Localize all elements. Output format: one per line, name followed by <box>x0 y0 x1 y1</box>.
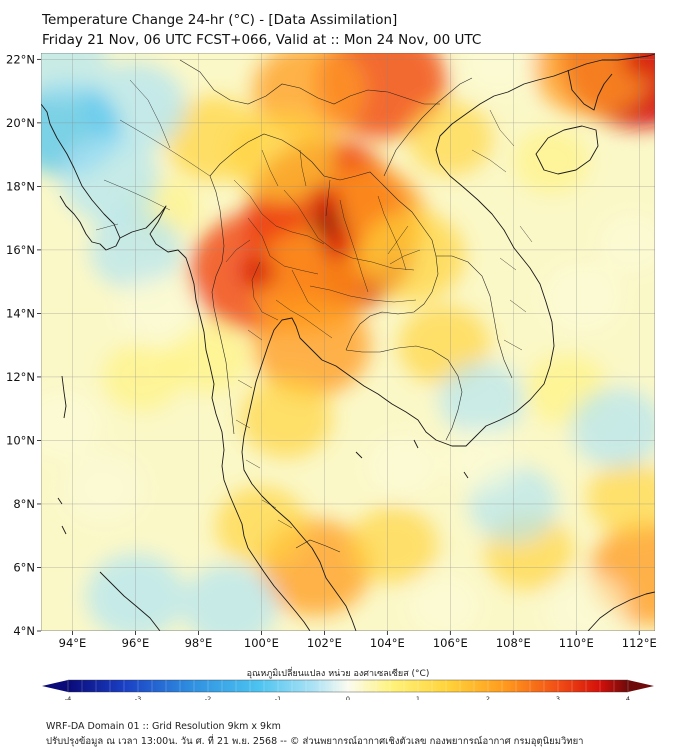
plot-area <box>41 53 655 631</box>
anomaly-blob <box>349 506 439 584</box>
colorbar-tick-label: -2 <box>205 695 211 700</box>
myanmar-state-lines <box>95 79 211 231</box>
myanmar-thailand-border <box>209 175 235 435</box>
lat-tick-label: 14°N <box>6 306 35 320</box>
anomaly-blob <box>598 213 655 274</box>
borneo-coast <box>587 591 655 631</box>
sumatra-coast <box>99 571 161 631</box>
footer-credit: ปรับปรุงข้อมูล ณ เวลา 13:00น. วัน ศ. ที่… <box>46 736 584 747</box>
gulf-west-coast <box>241 317 357 631</box>
anomaly-blob <box>544 572 627 631</box>
vietnam-province-lines <box>471 109 533 351</box>
malay-west-coast <box>247 547 311 631</box>
anomaly-blob <box>366 434 440 498</box>
anomaly-blob <box>407 574 481 631</box>
colorbar-tick-label: 1 <box>416 695 420 700</box>
malaysia-border <box>295 539 341 553</box>
lon-tick-label: 102°E <box>307 636 342 650</box>
lon-tick-label: 100°E <box>244 636 279 650</box>
anomaly-blob <box>41 390 103 459</box>
china-border <box>179 59 440 105</box>
anomaly-core <box>320 225 353 262</box>
anomaly-blob <box>533 53 651 117</box>
anomaly-blob <box>41 53 108 98</box>
colorbar-left-arrow <box>42 680 68 692</box>
colorbar-label: อุณหภูมิเปลี่ยนแปลง หน่วย องศาเซลเซียส (… <box>246 669 430 679</box>
lat-tick-label: 16°N <box>6 243 35 257</box>
laos-vietnam-border <box>383 77 513 379</box>
colorbar: -4 -3 -2 -1 0 1 2 3 4 <box>42 679 654 700</box>
lon-tick-label: 106°E <box>433 636 468 650</box>
temperature-change-map: 22°N 20°N 18°N 16°N 14°N 12°N 10°N 8°N 6°N 4°N 94°… <box>6 52 657 700</box>
anomaly-blob <box>587 460 655 535</box>
nicobar-islands <box>57 497 67 535</box>
colorbar-tick-label: 4 <box>626 695 630 700</box>
cambodia-border <box>345 345 463 441</box>
lat-tick-label: 20°N <box>6 116 35 130</box>
province-lines <box>225 149 421 529</box>
anomaly-field <box>41 53 655 631</box>
anomaly-blob <box>461 53 534 95</box>
coastlines-and-borders <box>41 53 655 631</box>
colorbar-tick-label: -1 <box>275 695 281 700</box>
anomaly-blob <box>513 127 590 194</box>
lon-tick-label: 94°E <box>59 636 87 650</box>
lon-tick-label: 104°E <box>370 636 405 650</box>
colorbar-ticks: -4 -3 -2 -1 0 1 2 3 4 <box>65 695 630 700</box>
lat-tick-label: 10°N <box>6 433 35 447</box>
leizhou-peninsula <box>567 69 613 111</box>
lat-tick-label: 12°N <box>6 370 35 384</box>
colorbar-tick-label: 2 <box>486 695 490 700</box>
colorbar-tick-label: 3 <box>556 695 560 700</box>
chart-title: Temperature Change 24-hr (°C) - [Data As… <box>42 12 398 28</box>
myanmar-south-coast <box>119 205 249 549</box>
thailand-border <box>209 133 439 351</box>
anomaly-blob <box>360 210 465 302</box>
colorbar-tick-label: 0 <box>346 695 350 700</box>
lon-tick-label: 110°E <box>559 636 594 650</box>
lat-tick-label: 18°N <box>6 179 35 193</box>
anomaly-blob <box>443 426 520 493</box>
lat-tick-label: 22°N <box>6 52 35 66</box>
anomaly-blob <box>231 112 336 204</box>
anomaly-blob <box>116 274 199 347</box>
gulf-east-coast <box>321 95 555 447</box>
small-islands <box>355 439 469 479</box>
lon-tick-label: 96°E <box>122 636 150 650</box>
colorbar-tick-label: -4 <box>65 695 71 700</box>
anomaly-blob <box>439 361 525 437</box>
axis-ticks: 22°N 20°N 18°N 16°N 14°N 12°N 10°N 8°N 6°N 4°N 94°… <box>6 52 657 650</box>
lat-tick-label: 8°N <box>13 497 35 511</box>
hainan-island <box>535 125 599 175</box>
anomaly-blob <box>182 564 278 631</box>
anomaly-blob <box>571 387 655 468</box>
anomaly-blob <box>240 378 333 459</box>
lat-tick-label: 6°N <box>13 560 35 574</box>
lon-tick-label: 98°E <box>185 636 213 650</box>
anomaly-blob <box>61 137 160 223</box>
admin-borders <box>95 59 533 553</box>
chart-subtitle: Friday 21 Nov, 06 UTC FCST+066, Valid at… <box>42 32 482 48</box>
lon-tick-label: 112°E <box>622 636 657 650</box>
anomaly-blob <box>543 263 623 332</box>
colorbar-segments <box>67 680 629 692</box>
colorbar-tick-label: -3 <box>135 695 141 700</box>
footer-domain-info: WRF-DA Domain 01 :: Grid Resolution 9km … <box>46 721 281 732</box>
myanmar-west-coast <box>41 103 121 251</box>
south-china-coast <box>493 53 655 97</box>
andaman-islands <box>61 375 67 419</box>
anomaly-blob <box>62 452 146 524</box>
graticule <box>41 53 655 631</box>
lat-tick-label: 4°N <box>13 624 35 638</box>
footer: WRF-DA Domain 01 :: Grid Resolution 9km … <box>46 719 583 749</box>
lon-tick-label: 108°E <box>496 636 531 650</box>
anomaly-core <box>242 254 275 291</box>
colorbar-right-arrow <box>628 680 654 692</box>
title-block: Temperature Change 24-hr (°C) - [Data As… <box>42 10 481 50</box>
